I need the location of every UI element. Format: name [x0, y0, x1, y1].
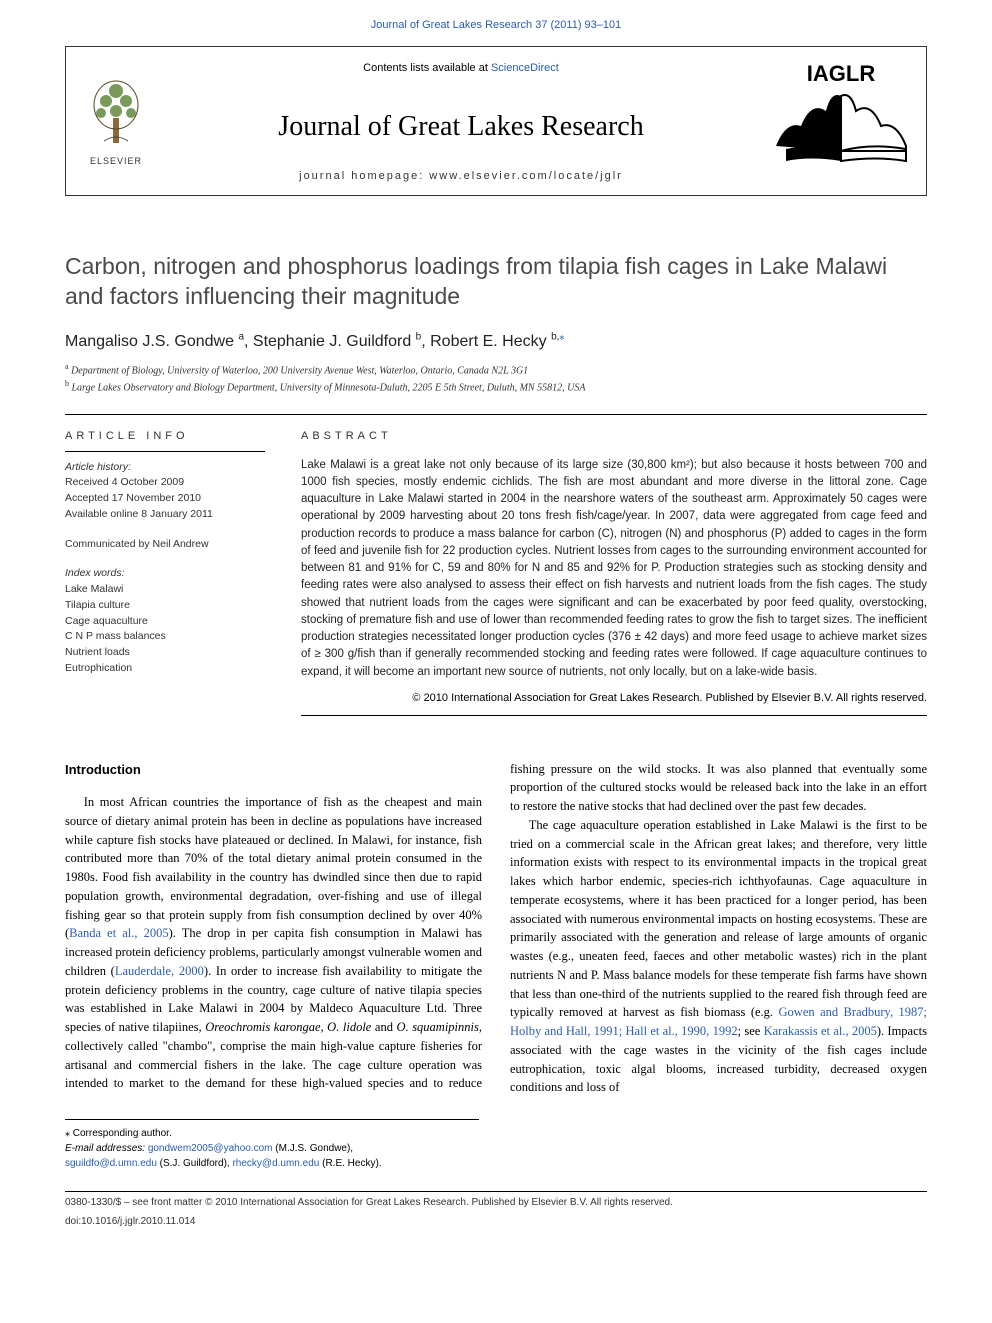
svg-text:IAGLR: IAGLR [807, 61, 876, 86]
ref-karakassis-2005[interactable]: Karakassis et al., 2005 [764, 1024, 877, 1038]
email-gondwe[interactable]: gondwem2005@yahoo.com [148, 1143, 273, 1154]
iaglr-logo: IAGLR [756, 47, 926, 195]
footer-doi: doi:10.1016/j.jglr.2010.11.014 [65, 1215, 927, 1230]
divider [65, 414, 927, 415]
elsevier-logo: ELSEVIER [66, 47, 166, 195]
article-info-header: ARTICLE INFO [65, 429, 265, 452]
footer-rule [65, 1191, 927, 1192]
abstract-divider [301, 715, 927, 716]
intro-para-2: The cage aquaculture operation establish… [510, 816, 927, 1097]
ref-banda-2005[interactable]: Banda et al., 2005 [69, 926, 168, 940]
contents-line: Contents lists available at ScienceDirec… [363, 61, 559, 77]
sciencedirect-link[interactable]: ScienceDirect [491, 62, 559, 74]
abstract-header: ABSTRACT [301, 429, 927, 445]
abstract-copyright: © 2010 International Association for Gre… [301, 691, 927, 707]
author-2: Stephanie J. Guildford [253, 333, 411, 350]
authors: Mangaliso J.S. Gondwe a, Stephanie J. Gu… [65, 330, 927, 353]
author-3: Robert E. Hecky [430, 333, 546, 350]
journal-citation: Journal of Great Lakes Research 37 (2011… [0, 0, 992, 46]
article-info-column: ARTICLE INFO Article history: Received 4… [65, 429, 265, 716]
affiliations: a Department of Biology, University of W… [65, 361, 927, 396]
journal-homepage: journal homepage: www.elsevier.com/locat… [299, 169, 623, 185]
introduction-heading: Introduction [65, 760, 482, 780]
article-history: Article history: Received 4 October 2009… [65, 460, 265, 523]
journal-header: ELSEVIER Contents lists available at Sci… [65, 46, 927, 196]
introduction-body: Introduction In most African countries t… [65, 760, 927, 1098]
elsevier-tree-icon [86, 73, 146, 153]
abstract-column: ABSTRACT Lake Malawi is a great lake not… [301, 429, 927, 716]
paper-title: Carbon, nitrogen and phosphorus loadings… [65, 252, 927, 312]
journal-name: Journal of Great Lakes Research [278, 107, 643, 148]
ref-lauderdale-2000[interactable]: Lauderdale, 2000 [115, 964, 204, 978]
footer-copyright: 0380-1330/$ – see front matter © 2010 In… [65, 1196, 927, 1211]
author-1: Mangaliso J.S. Gondwe [65, 333, 234, 350]
email-hecky[interactable]: rhecky@d.umn.edu [232, 1158, 319, 1169]
elsevier-label: ELSEVIER [90, 155, 142, 168]
index-words: Index words: Lake Malawi Tilapia culture… [65, 566, 265, 676]
header-center: Contents lists available at ScienceDirec… [166, 47, 756, 195]
corresponding-author: ⁎ Corresponding author. E-mail addresses… [65, 1119, 479, 1171]
abstract-text: Lake Malawi is a great lake not only bec… [301, 457, 927, 681]
email-guildford[interactable]: sguildfo@d.umn.edu [65, 1158, 157, 1169]
communicated-by: Communicated by Neil Andrew [65, 537, 265, 553]
